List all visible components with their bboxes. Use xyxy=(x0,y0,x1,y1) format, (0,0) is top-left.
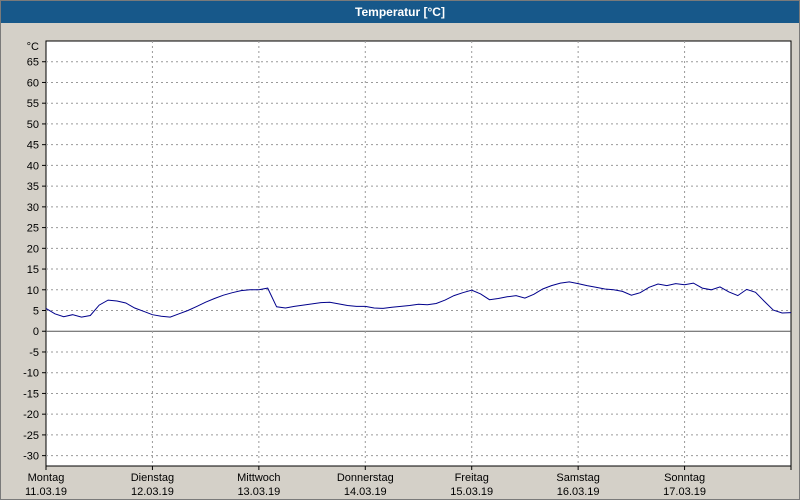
day-date-label: 17.03.19 xyxy=(663,486,706,498)
svg-text:15: 15 xyxy=(27,264,39,276)
day-date-label: 15.03.19 xyxy=(450,486,493,498)
plot-area xyxy=(45,40,792,467)
svg-text:-10: -10 xyxy=(23,368,39,380)
day-name-label: Montag xyxy=(28,472,65,484)
day-name-label: Freitag xyxy=(455,472,489,484)
svg-text:-20: -20 xyxy=(23,409,39,421)
day-date-label: 16.03.19 xyxy=(557,486,600,498)
y-axis-unit: °C xyxy=(27,41,39,53)
svg-text:65: 65 xyxy=(27,57,39,69)
day-name-label: Dienstag xyxy=(131,472,174,484)
chart-title: Temperatur [°C] xyxy=(355,5,445,19)
svg-text:30: 30 xyxy=(27,202,39,214)
svg-text:45: 45 xyxy=(27,140,39,152)
gridlines xyxy=(42,41,792,470)
day-name-label: Mittwoch xyxy=(237,472,280,484)
svg-text:60: 60 xyxy=(27,77,39,89)
day-name-label: Sonntag xyxy=(664,472,705,484)
day-name-label: Donnerstag xyxy=(337,472,394,484)
svg-text:0: 0 xyxy=(33,326,39,338)
svg-text:-30: -30 xyxy=(23,451,39,463)
svg-text:50: 50 xyxy=(27,119,39,131)
svg-text:5: 5 xyxy=(33,306,39,318)
svg-text:-15: -15 xyxy=(23,388,39,400)
day-date-label: 11.03.19 xyxy=(25,486,67,498)
temperature-chart: -30 -25 -20 -15 -10 -5 0 5 10 15 20 25 30 35 40 45 50 55 6… xyxy=(23,40,792,498)
svg-text:40: 40 xyxy=(27,160,39,172)
svg-text:25: 25 xyxy=(27,223,39,235)
day-date-label: 12.03.19 xyxy=(131,486,174,498)
day-date-label: 14.03.19 xyxy=(344,486,387,498)
title-bar: Temperatur [°C] xyxy=(1,1,799,23)
x-axis-labels: Montag 11.03.19 Dienstag 12.03.19 Mittwoch 13… xyxy=(25,472,706,498)
svg-text:20: 20 xyxy=(27,243,39,255)
svg-text:-25: -25 xyxy=(23,430,39,442)
day-date-label: 13.03.19 xyxy=(237,486,280,498)
day-name-label: Samstag xyxy=(556,472,599,484)
svg-text:35: 35 xyxy=(27,181,39,193)
svg-text:10: 10 xyxy=(27,285,39,297)
svg-text:55: 55 xyxy=(27,98,39,110)
svg-text:-5: -5 xyxy=(29,347,39,359)
temperature-series-line xyxy=(45,281,792,318)
y-axis-labels: -30 -25 -20 -15 -10 -5 0 5 10 15 20 25 30 35 40 45 50 55 6… xyxy=(23,41,39,463)
